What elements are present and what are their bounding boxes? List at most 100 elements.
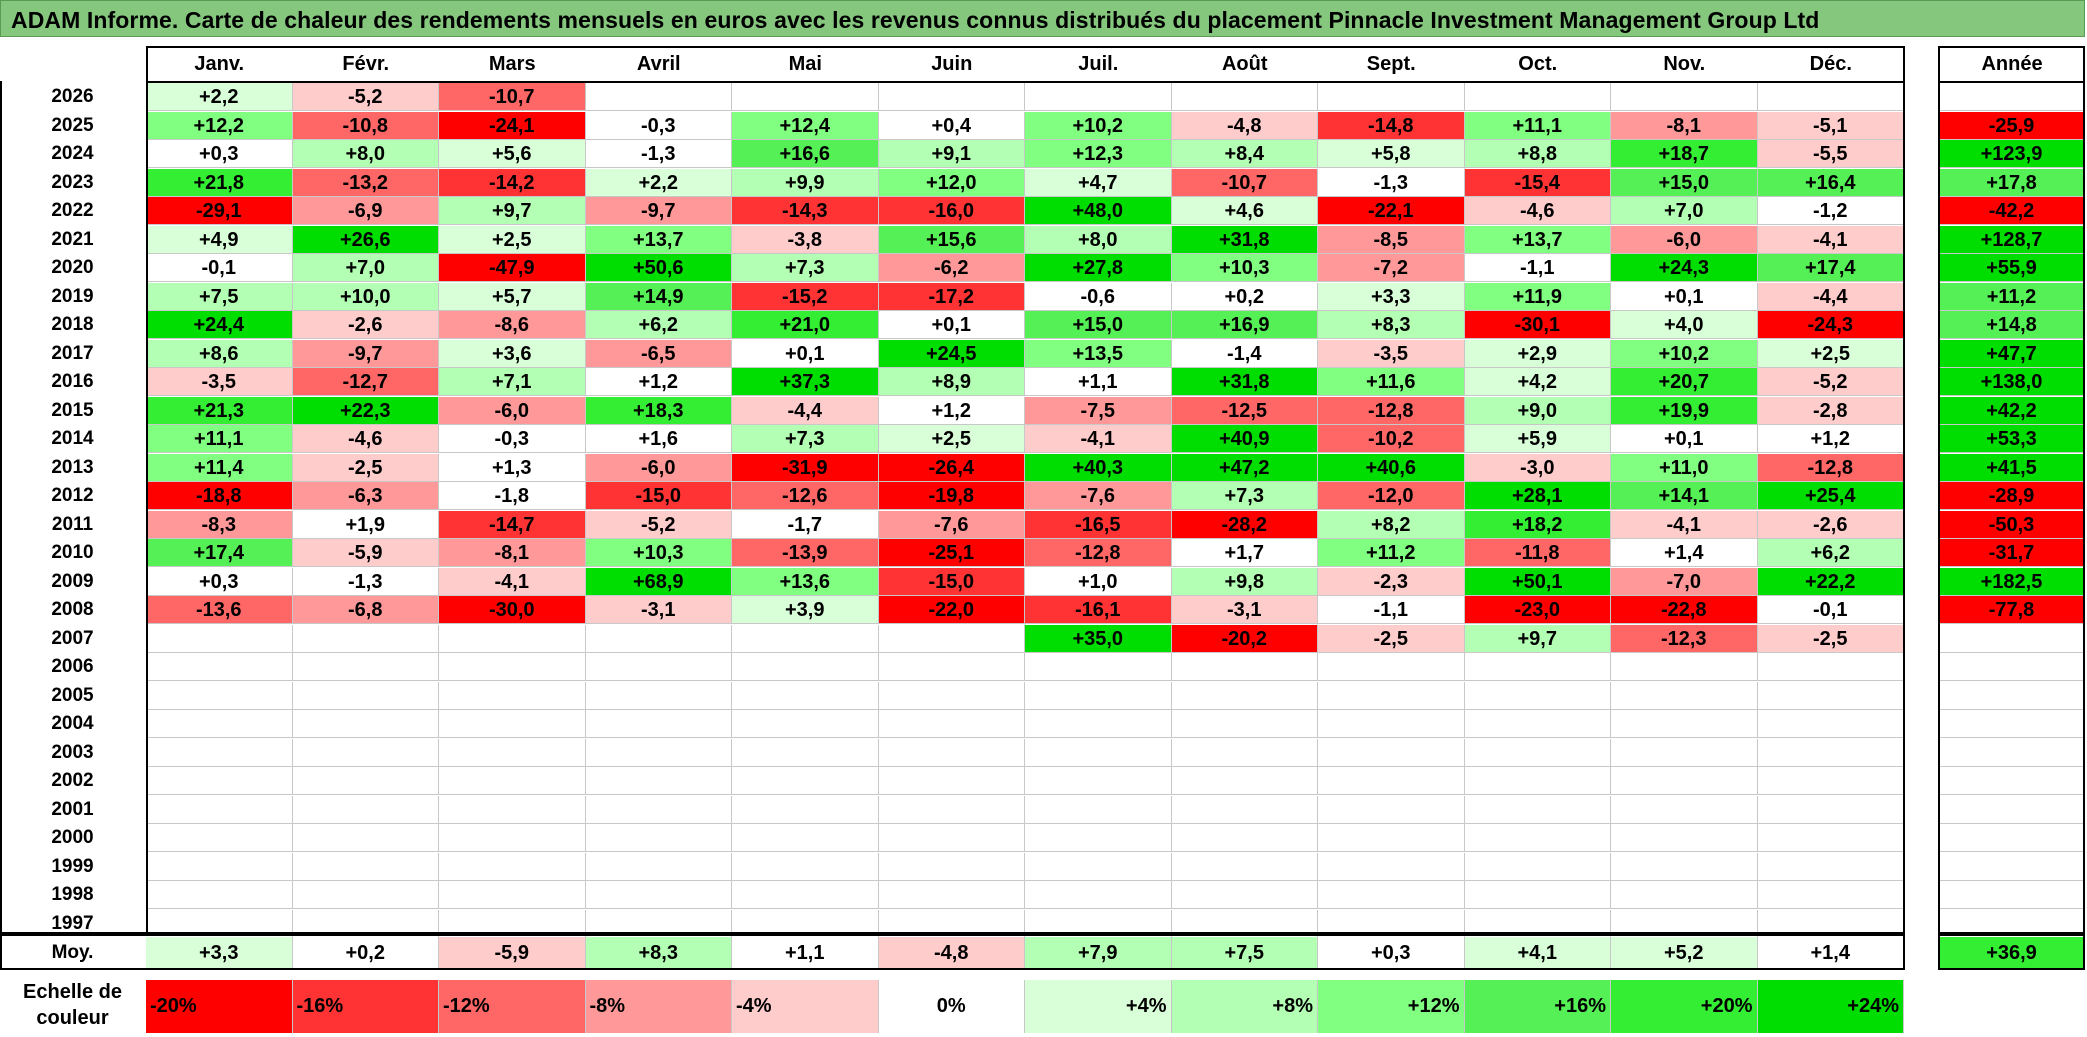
title-bar: ADAM Informe. Carte de chaleur des rende…: [0, 0, 2085, 37]
heatmap-cell: -29,1: [146, 197, 293, 225]
heatmap-cell: [732, 681, 879, 710]
heatmap-cell: [732, 881, 879, 909]
row-year-label: 2006: [51, 656, 94, 677]
row-year-label: 2022: [51, 200, 94, 221]
column-header: Janv.: [194, 53, 245, 75]
heatmap-cell: +2,9: [1464, 339, 1611, 368]
heatmap-cell: +5,9: [1464, 425, 1611, 453]
heatmap-cell: +1,2: [1757, 425, 1904, 453]
heatmap-cell: -6,5: [585, 339, 732, 368]
heatmap-cell: +40,3: [1025, 453, 1172, 482]
column-header: Févr.: [342, 53, 390, 75]
heatmap-cell: +4,6: [1171, 197, 1318, 225]
heatmap-cell: +0,3: [146, 140, 293, 168]
annual-cell: -31,7: [1939, 539, 2085, 567]
heatmap-cell: [732, 824, 879, 852]
row-year-label: 2012: [51, 485, 94, 506]
annual-cell: -50,3: [1939, 510, 2085, 539]
heatmap-cell: +40,6: [1318, 453, 1465, 482]
heatmap-cell: +13,7: [585, 225, 732, 254]
row-year-label: 2007: [51, 627, 94, 649]
heatmap-cell: +7,1: [439, 368, 586, 396]
heatmap-cell: +31,8: [1171, 225, 1318, 254]
average-cell: -5,9: [439, 937, 586, 969]
heatmap-cell: -2,6: [292, 311, 439, 339]
heatmap-cell: +19,9: [1611, 396, 1758, 425]
heatmap-cell: [1318, 83, 1465, 111]
heatmap-cell: +35,0: [1025, 624, 1172, 653]
heatmap-cell: -10,8: [292, 111, 439, 140]
column-header: Nov.: [1663, 53, 1706, 75]
heatmap-cell: +11,2: [1318, 539, 1465, 567]
row-year-label: 2014: [51, 428, 94, 449]
heatmap-cell: -8,3: [146, 510, 293, 539]
heatmap-cell: -13,2: [292, 168, 439, 197]
heatmap-cell: -2,5: [292, 453, 439, 482]
heatmap-cell: +27,8: [1025, 254, 1172, 282]
heatmap-cell: +4,9: [146, 225, 293, 254]
heatmap-cell: [1757, 83, 1904, 111]
heatmap-cell: +12,3: [1025, 140, 1172, 168]
heatmap-cell: [732, 767, 879, 795]
row-year-label: 2018: [51, 314, 94, 335]
heatmap-cell: [585, 852, 732, 881]
heatmap-cell: [1025, 824, 1172, 852]
heatmap-cell: +0,1: [732, 339, 879, 368]
heatmap-cell: [1318, 767, 1465, 795]
heatmap-cell: [1757, 909, 1904, 938]
heatmap-cell: +12,4: [732, 111, 879, 140]
heatmap-cell: [585, 738, 732, 767]
annual-cell: -25,9: [1939, 111, 2085, 140]
heatmap-cell: +13,6: [732, 567, 879, 596]
column-header: Juin: [931, 53, 973, 75]
heatmap-cell: [732, 909, 879, 938]
heatmap-cell: -23,0: [1464, 596, 1611, 624]
heatmap-cell: -16,5: [1025, 510, 1172, 539]
heatmap-cell: +6,2: [1757, 539, 1904, 567]
heatmap-cell: [146, 795, 293, 824]
heatmap-cell: +17,4: [1757, 254, 1904, 282]
heatmap-cell: [1025, 681, 1172, 710]
row-year-label: 2019: [51, 285, 94, 307]
heatmap-cell: -5,2: [292, 83, 439, 111]
heatmap-cell: [585, 624, 732, 653]
heatmap-cell: [732, 738, 879, 767]
heatmap-cell: +13,5: [1025, 339, 1172, 368]
heatmap-cell: +7,0: [292, 254, 439, 282]
heatmap-cell: -0,3: [585, 111, 732, 140]
heatmap-cell: [439, 795, 586, 824]
heatmap-cell: +1,2: [878, 396, 1025, 425]
heatmap-cell: -5,5: [1757, 140, 1904, 168]
heatmap-cell: -16,0: [878, 197, 1025, 225]
heatmap-cell: +21,3: [146, 396, 293, 425]
heatmap-cell: +37,3: [732, 368, 879, 396]
heatmap-cell: [1757, 738, 1904, 767]
row-year-label: 2013: [51, 456, 94, 478]
heatmap-cell: +6,2: [585, 311, 732, 339]
heatmap-cell: [732, 83, 879, 111]
heatmap-cell: -8,5: [1318, 225, 1465, 254]
heatmap-cell: [585, 824, 732, 852]
heatmap-cell: [585, 83, 732, 111]
row-year-label: 1997: [51, 912, 94, 934]
heatmap-cell: -12,5: [1171, 396, 1318, 425]
heatmap-cell: -7,6: [878, 510, 1025, 539]
heatmap-cell: +4,2: [1464, 368, 1611, 396]
heatmap-cell: -1,1: [1318, 596, 1465, 624]
heatmap-cell: +11,9: [1464, 282, 1611, 311]
heatmap-cell: [585, 881, 732, 909]
heatmap-cell: -13,9: [732, 539, 879, 567]
heatmap-cell: [1611, 681, 1758, 710]
heatmap-cell: +24,5: [878, 339, 1025, 368]
heatmap-cell: +0,1: [878, 311, 1025, 339]
header-underline-year: [1939, 81, 2085, 83]
heatmap-cell: [878, 710, 1025, 738]
heatmap-cell: -22,0: [878, 596, 1025, 624]
column-header: Août: [1221, 53, 1268, 75]
heatmap-cell: +16,4: [1757, 168, 1904, 197]
heatmap-cell: [1757, 710, 1904, 738]
color-scale-swatch: +12%: [1318, 980, 1465, 1033]
heatmap-cell: [1318, 681, 1465, 710]
heatmap-cell: [1464, 738, 1611, 767]
annual-cell: +53,3: [1939, 425, 2085, 453]
